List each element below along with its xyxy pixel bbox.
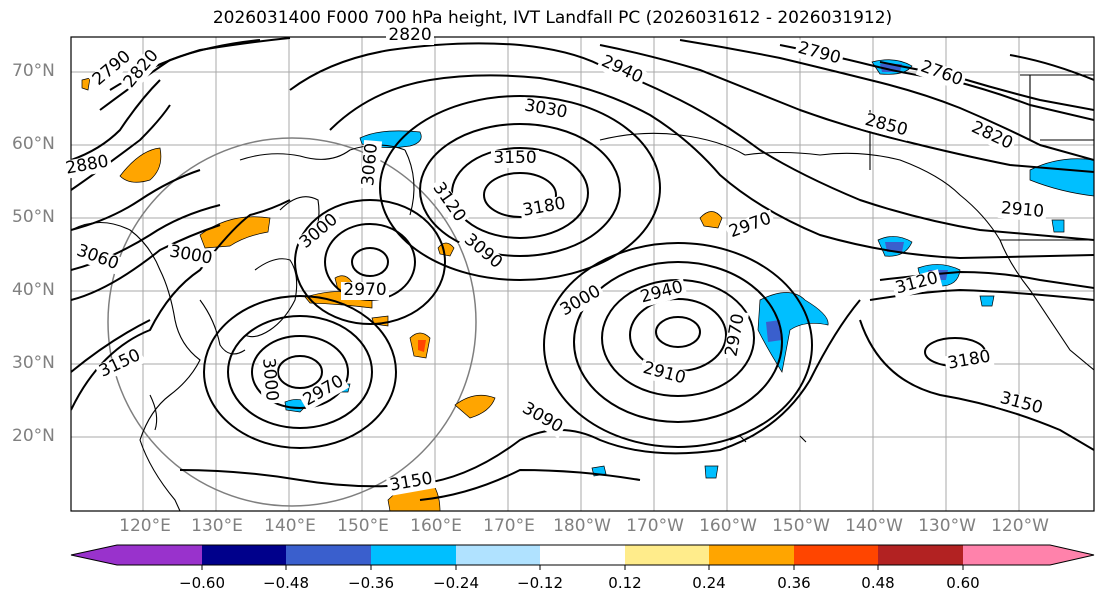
contour-label-bg: [427, 177, 470, 228]
colorbar: [70, 544, 1095, 570]
lon-label: 170°W: [626, 516, 684, 536]
colorbar-segment: [625, 545, 709, 565]
contour-label-bg: [555, 281, 607, 322]
colorbar-tick-label: −0.48: [263, 574, 309, 592]
contour-label-bg: [723, 310, 750, 361]
colorbar-tick-label: −0.12: [517, 574, 563, 592]
contour-label-bg: [891, 269, 943, 300]
contour-label-bg: [386, 470, 437, 497]
colorbar-segment: [540, 545, 625, 565]
contour-label-group: 2910: [997, 198, 1048, 223]
colorbar-segment: [202, 545, 286, 565]
contour-label-bg: [94, 346, 146, 383]
contour-label-bg: [915, 57, 967, 91]
colorbar-outline: [70, 544, 1095, 566]
contour-label-bg: [636, 278, 688, 309]
lat-label: 20°N: [12, 426, 55, 446]
contour-label-bg: [860, 111, 912, 142]
contour-label-bg: [638, 359, 690, 390]
map-frame: [70, 36, 1095, 512]
contour-label-group: 2820: [386, 25, 434, 45]
contour-label-bg: [520, 97, 571, 124]
colorbar-segment: [456, 545, 540, 565]
contour-label-bg: [995, 389, 1047, 420]
contour-label: 2820: [388, 25, 431, 45]
lat-label: 60°N: [12, 134, 55, 154]
contour-label-group: 3150: [491, 148, 539, 168]
contour-label-bg: [944, 348, 995, 375]
lon-label: 120°E: [119, 516, 171, 536]
lat-label: 40°N: [12, 280, 55, 300]
map-title: 2026031400 F000 700 hPa height, IVT Land…: [212, 8, 893, 28]
colorbar-extend-min: [71, 545, 117, 565]
lat-label: 30°N: [12, 353, 55, 373]
lon-label: 160°W: [699, 516, 757, 536]
colorbar-tick-label: 0.12: [608, 574, 642, 592]
lon-label: 120°W: [991, 516, 1049, 536]
lat-label: 50°N: [12, 207, 55, 227]
contour-label-bg: [298, 371, 350, 412]
contour-label: 3060: [358, 142, 382, 187]
contour-label: 2910: [1000, 198, 1045, 222]
lon-label: 130°W: [918, 516, 976, 536]
contour-label-group: 3000: [165, 241, 216, 270]
contour-label-bg: [516, 398, 568, 439]
contour-label: 2970: [343, 280, 386, 300]
contour-label-group: 3180: [944, 346, 995, 375]
colorbar-tick-label: 0.36: [777, 574, 811, 592]
contour-label: 3000: [258, 357, 282, 402]
colorbar-tick-label: 0.60: [946, 574, 980, 592]
lon-label: 150°E: [337, 516, 389, 536]
landfall-circle: [107, 137, 477, 507]
contour-label-bg: [458, 229, 507, 275]
contour-label-bg: [88, 46, 137, 92]
colorbar-segment: [371, 545, 456, 565]
contour-label-bg: [62, 153, 113, 180]
contour-label-group: 3060: [358, 139, 383, 190]
contour-label-bg: [359, 139, 383, 190]
contour-label-bg: [596, 52, 648, 89]
contour-label-bg: [119, 45, 165, 94]
colorbar-tick-label: −0.24: [433, 574, 479, 592]
contour-label-group: 2940: [636, 277, 688, 309]
lon-label: 160°E: [410, 516, 462, 536]
contour-label-bg: [491, 150, 539, 168]
lon-label: 150°W: [772, 516, 830, 536]
colorbar-segment: [709, 545, 794, 565]
contour-label-bg: [966, 118, 1018, 155]
contour-label-bg: [341, 282, 389, 300]
colorbar-tick-label: 0.48: [861, 574, 895, 592]
colorbar-tick-label: 0.24: [692, 574, 726, 592]
colorbar-segment: [117, 545, 202, 565]
colorbar-tick-label: −0.60: [179, 574, 225, 592]
contour-label-bg: [519, 195, 570, 222]
contour-label-bg: [997, 199, 1048, 223]
lon-label: 140°W: [845, 516, 903, 536]
contour-label-group: 3000: [257, 354, 282, 405]
contour-label-bg: [725, 209, 777, 243]
contour-label-bg: [165, 243, 216, 270]
colorbar-tick-label: −0.36: [348, 574, 394, 592]
contour-label-bg: [71, 241, 123, 275]
contour-label-bg: [386, 27, 434, 45]
colorbar-extend-max: [963, 545, 1094, 565]
colorbar-segment: [286, 545, 371, 565]
contour-label-group: 2970: [341, 280, 389, 300]
lat-label: 70°N: [12, 61, 55, 81]
lon-label: 180°W: [553, 516, 611, 536]
contour-label-bg: [793, 39, 845, 70]
lon-label: 130°E: [191, 516, 243, 536]
lon-label: 140°E: [264, 516, 316, 536]
contour-label-bg: [295, 209, 344, 255]
colorbar-segment: [794, 545, 878, 565]
colorbar-segment: [878, 545, 963, 565]
lon-label: 170°E: [483, 516, 535, 536]
contour-label-bg: [257, 354, 281, 405]
contour-label: 3150: [493, 148, 536, 168]
coastlines: [71, 74, 1094, 511]
